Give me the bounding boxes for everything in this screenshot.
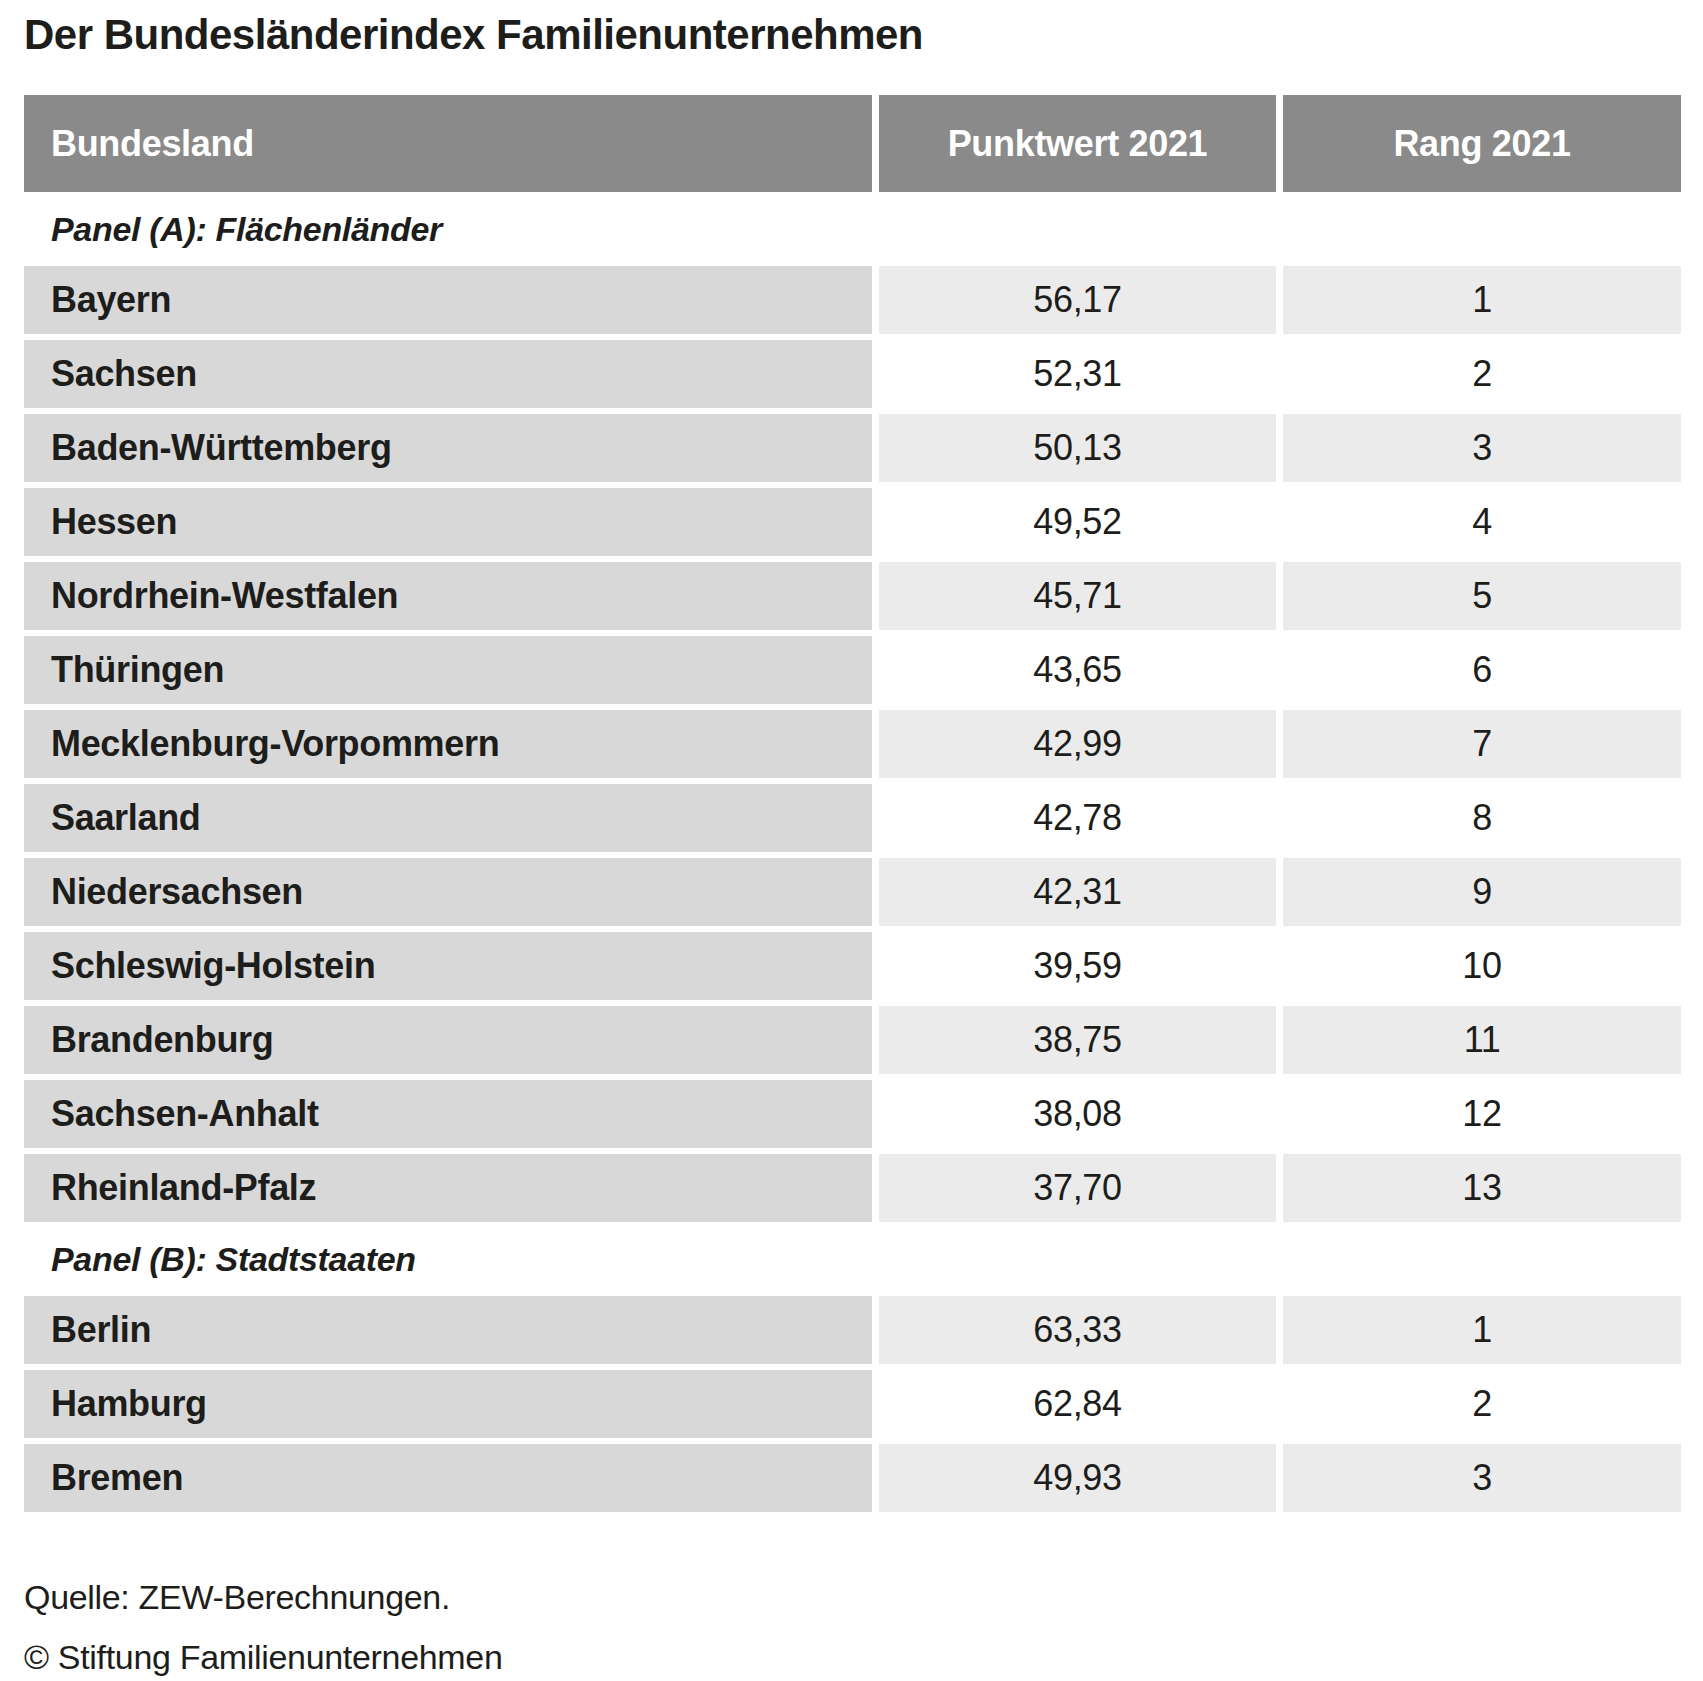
table-row: Hessen49,524 [24,488,1681,556]
table-row: Sachsen-Anhalt38,0812 [24,1080,1681,1148]
table-header-row: Bundesland Punktwert 2021 Rang 2021 [24,95,1681,192]
punktwert-cell: 37,70 [879,1154,1276,1222]
rang-cell: 5 [1283,562,1681,630]
rang-cell: 2 [1283,340,1681,408]
table-row: Saarland42,788 [24,784,1681,852]
punktwert-cell: 49,52 [879,488,1276,556]
index-table: Bundesland Punktwert 2021 Rang 2021 Pane… [24,95,1681,1512]
page-title: Der Bundesländerindex Familienunternehme… [24,0,1681,59]
bundesland-cell: Thüringen [24,636,872,704]
rang-cell: 3 [1283,1444,1681,1512]
table-row: Rheinland-Pfalz37,7013 [24,1154,1681,1222]
page: Der Bundesländerindex Familienunternehme… [24,0,1681,1678]
rang-cell: 13 [1283,1154,1681,1222]
rang-cell: 9 [1283,858,1681,926]
table-row: Schleswig-Holstein39,5910 [24,932,1681,1000]
punktwert-cell: 39,59 [879,932,1276,1000]
rang-cell: 12 [1283,1080,1681,1148]
column-header-bundesland: Bundesland [24,95,872,192]
table-row: Sachsen52,312 [24,340,1681,408]
table-row: Thüringen43,656 [24,636,1681,704]
panel-heading: Panel (A): Flächenländer [24,198,1681,260]
source-note: Quelle: ZEW-Berechnungen. [24,1577,1681,1618]
panel-heading: Panel (B): Stadtstaaten [24,1228,1681,1290]
rang-cell: 11 [1283,1006,1681,1074]
punktwert-cell: 49,93 [879,1444,1276,1512]
table-row: Nordrhein-Westfalen45,715 [24,562,1681,630]
rang-cell: 7 [1283,710,1681,778]
rang-cell: 3 [1283,414,1681,482]
punktwert-cell: 42,99 [879,710,1276,778]
table-row: Bremen49,933 [24,1444,1681,1512]
bundesland-cell: Sachsen-Anhalt [24,1080,872,1148]
bundesland-cell: Saarland [24,784,872,852]
punktwert-cell: 42,31 [879,858,1276,926]
table-row: Berlin63,331 [24,1296,1681,1364]
bundesland-cell: Schleswig-Holstein [24,932,872,1000]
punktwert-cell: 42,78 [879,784,1276,852]
column-header-punktwert: Punktwert 2021 [879,95,1276,192]
table-row: Hamburg62,842 [24,1370,1681,1438]
table-row: Niedersachsen42,319 [24,858,1681,926]
rang-cell: 6 [1283,636,1681,704]
rang-cell: 1 [1283,266,1681,334]
punktwert-cell: 56,17 [879,266,1276,334]
punktwert-cell: 63,33 [879,1296,1276,1364]
table-row: Bayern56,171 [24,266,1681,334]
rang-cell: 1 [1283,1296,1681,1364]
punktwert-cell: 38,08 [879,1080,1276,1148]
bundesland-cell: Sachsen [24,340,872,408]
punktwert-cell: 50,13 [879,414,1276,482]
punktwert-cell: 45,71 [879,562,1276,630]
bundesland-cell: Bremen [24,1444,872,1512]
bundesland-cell: Baden-Württemberg [24,414,872,482]
punktwert-cell: 38,75 [879,1006,1276,1074]
bundesland-cell: Berlin [24,1296,872,1364]
bundesland-cell: Hamburg [24,1370,872,1438]
copyright-note: © Stiftung Familienunternehmen [24,1637,1681,1678]
bundesland-cell: Niedersachsen [24,858,872,926]
table-row: Mecklenburg-Vorpommern42,997 [24,710,1681,778]
rang-cell: 2 [1283,1370,1681,1438]
bundesland-cell: Nordrhein-Westfalen [24,562,872,630]
punktwert-cell: 43,65 [879,636,1276,704]
punktwert-cell: 62,84 [879,1370,1276,1438]
bundesland-cell: Hessen [24,488,872,556]
bundesland-cell: Bayern [24,266,872,334]
rang-cell: 8 [1283,784,1681,852]
table-row: Brandenburg38,7511 [24,1006,1681,1074]
table-row: Baden-Württemberg50,133 [24,414,1681,482]
column-header-rang: Rang 2021 [1283,95,1681,192]
punktwert-cell: 52,31 [879,340,1276,408]
bundesland-cell: Mecklenburg-Vorpommern [24,710,872,778]
bundesland-cell: Brandenburg [24,1006,872,1074]
rang-cell: 4 [1283,488,1681,556]
rang-cell: 10 [1283,932,1681,1000]
bundesland-cell: Rheinland-Pfalz [24,1154,872,1222]
